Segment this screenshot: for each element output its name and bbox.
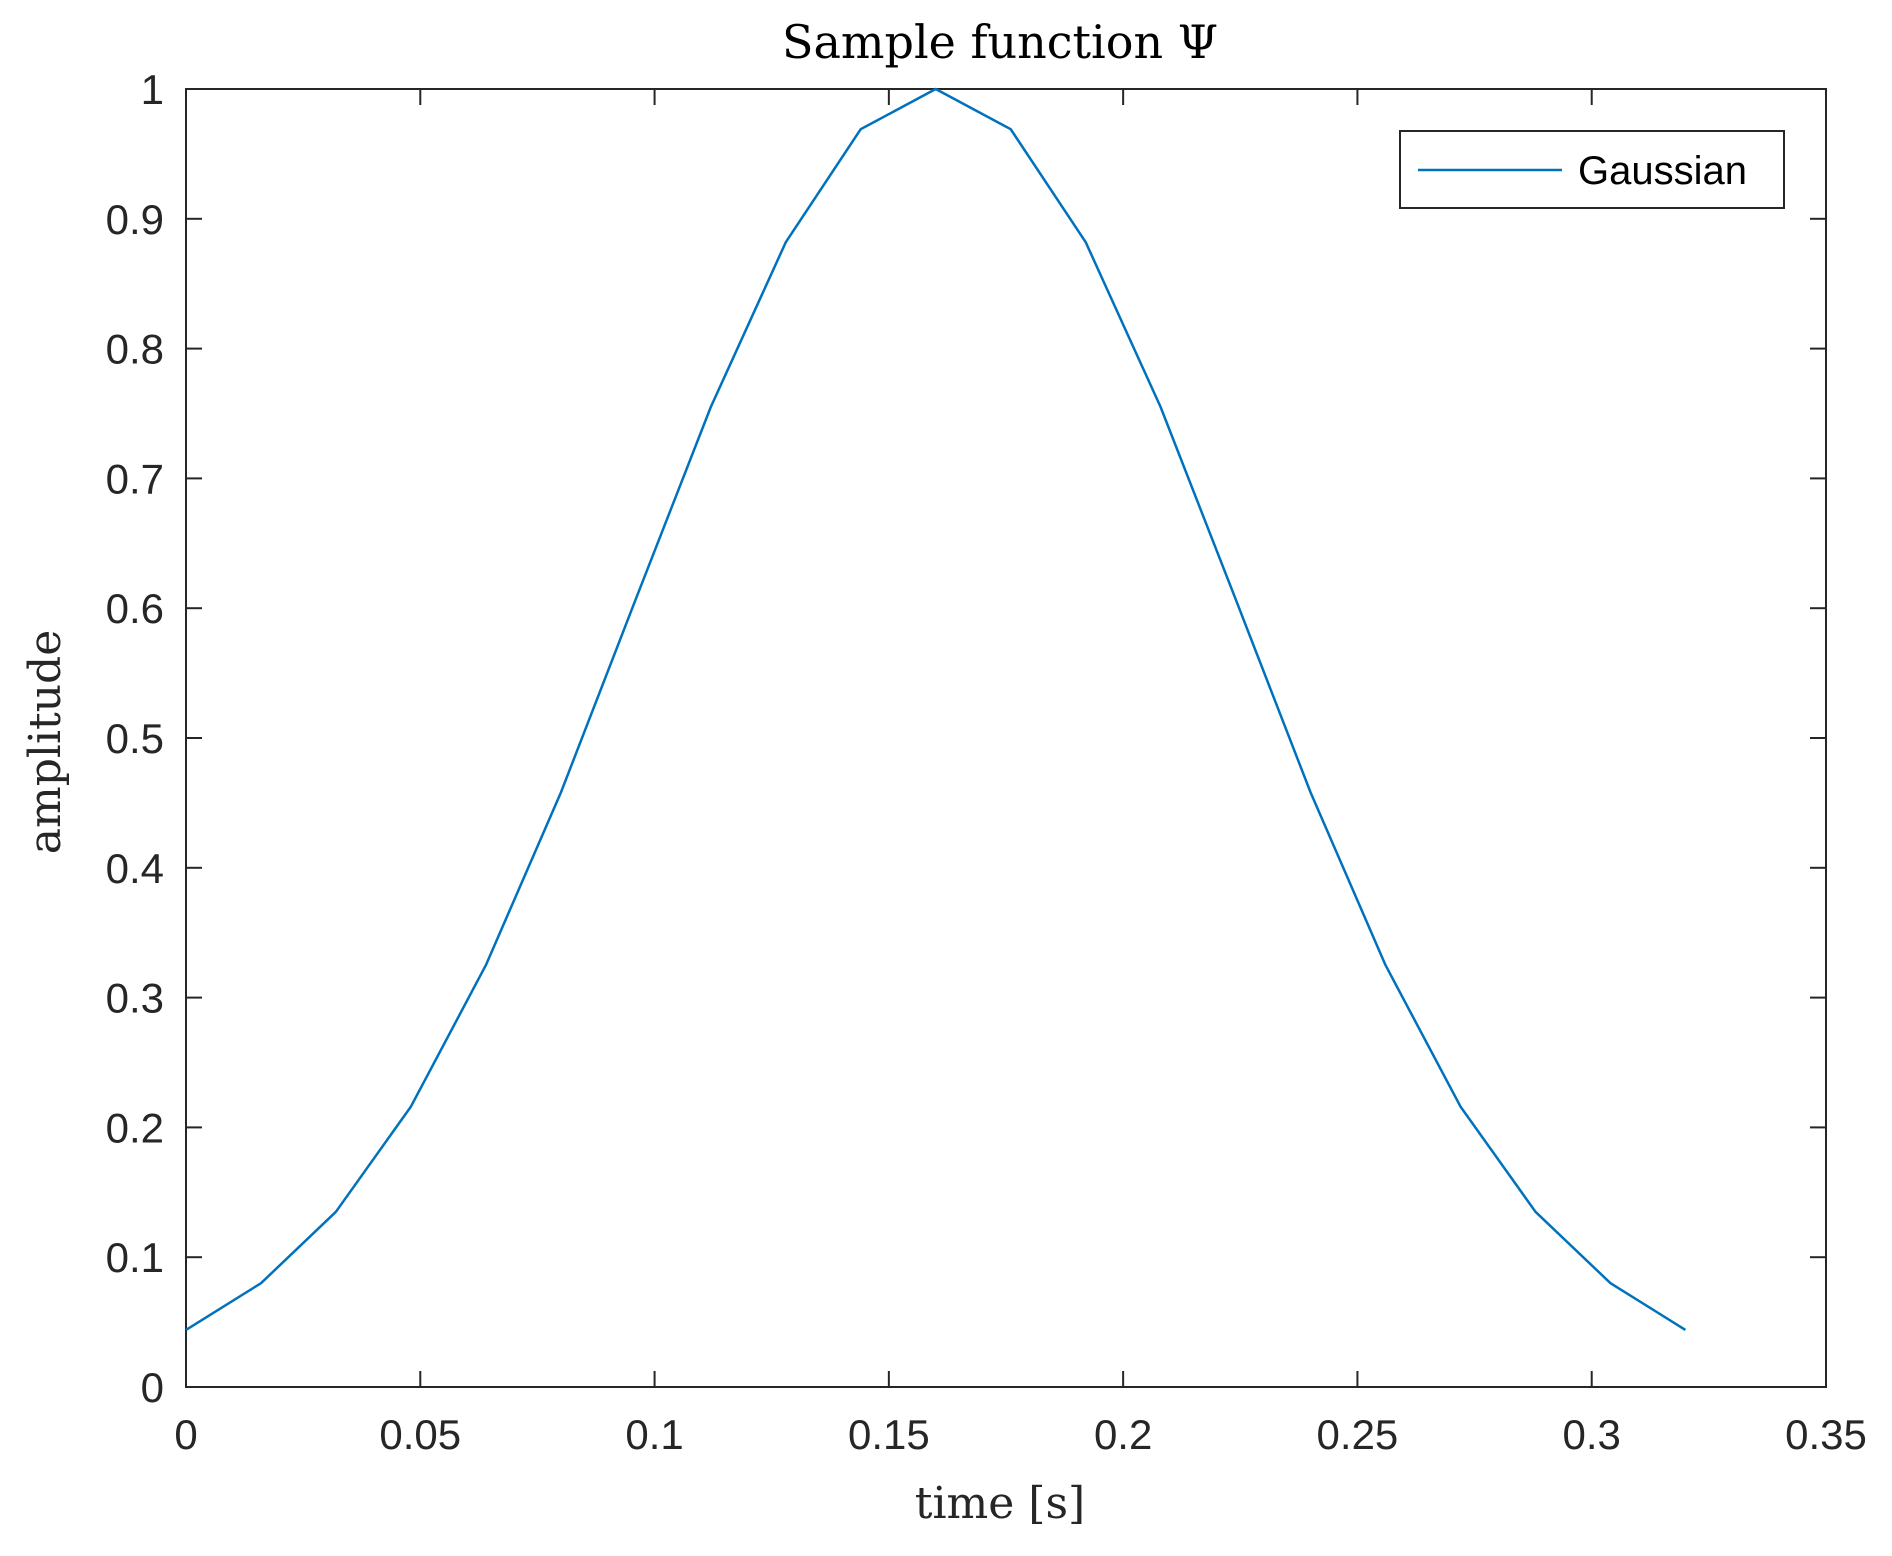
y-tick-label: 0 bbox=[141, 1364, 164, 1411]
x-tick-label: 0.15 bbox=[848, 1411, 930, 1458]
series-line-gaussian bbox=[185, 87, 1687, 1331]
y-tick-label: 0.6 bbox=[106, 585, 164, 632]
x-tick-label: 0.1 bbox=[625, 1411, 683, 1458]
x-tick-label: 0.05 bbox=[379, 1411, 461, 1458]
y-tick-label: 1 bbox=[141, 66, 164, 113]
chart-title: Sample function Ψ bbox=[782, 15, 1218, 69]
y-tick-label: 0.9 bbox=[106, 196, 164, 243]
x-tick-label: 0 bbox=[174, 1411, 197, 1458]
y-tick-label: 0.4 bbox=[106, 845, 164, 892]
y-tick-label: 0.1 bbox=[106, 1234, 164, 1281]
plot-area: 0 0.05 0.1 0.15 0.2 0.25 0.3 0.35 0 0.1 0.2 0.3 0.4 0… bbox=[106, 66, 1867, 1458]
y-tick-label: 0.8 bbox=[106, 326, 164, 373]
x-tick-label: 0.2 bbox=[1094, 1411, 1152, 1458]
legend-label-gaussian: Gaussian bbox=[1578, 149, 1747, 193]
x-tick-label: 0.25 bbox=[1317, 1411, 1399, 1458]
y-tick-label: 0.2 bbox=[106, 1104, 164, 1151]
x-tick-label: 0.35 bbox=[1785, 1411, 1867, 1458]
y-tick-label: 0.5 bbox=[106, 715, 164, 762]
y-tick-label: 0.7 bbox=[106, 455, 164, 502]
x-tick-label: 0.3 bbox=[1563, 1411, 1621, 1458]
legend: Gaussian bbox=[1399, 130, 1785, 209]
y-tick-label: 0.3 bbox=[106, 975, 164, 1022]
y-axis-label: amplitude bbox=[20, 630, 71, 855]
x-axis-label: time [s] bbox=[915, 1478, 1085, 1529]
